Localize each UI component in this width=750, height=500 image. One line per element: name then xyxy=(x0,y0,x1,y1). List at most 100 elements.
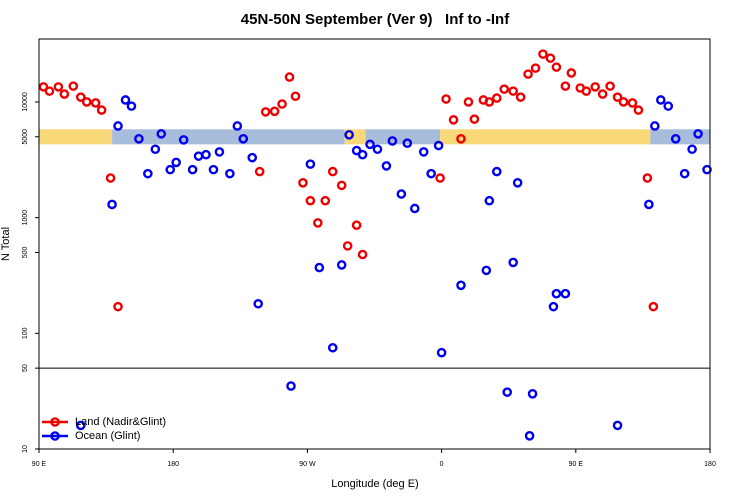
point xyxy=(499,84,510,94)
y-tick-label: 5000 xyxy=(22,129,29,145)
point xyxy=(336,180,347,191)
point xyxy=(560,81,571,91)
point xyxy=(156,129,167,139)
point xyxy=(679,168,690,179)
point xyxy=(90,98,101,108)
point xyxy=(96,105,107,115)
point xyxy=(545,53,556,63)
point xyxy=(38,82,49,92)
point xyxy=(381,161,392,171)
point xyxy=(120,95,131,105)
point xyxy=(208,164,219,175)
point xyxy=(551,288,562,299)
point xyxy=(502,387,513,397)
point xyxy=(68,81,79,91)
point xyxy=(508,257,518,268)
point xyxy=(314,262,325,273)
point xyxy=(648,301,659,312)
point xyxy=(105,173,116,183)
point xyxy=(566,68,577,78)
point xyxy=(113,121,123,131)
y-tick-label: 10 xyxy=(22,445,29,453)
point xyxy=(597,89,608,99)
point xyxy=(298,178,308,188)
x-tick-label: 180 xyxy=(704,461,716,468)
point xyxy=(126,101,137,111)
point xyxy=(171,157,181,168)
point xyxy=(201,149,211,160)
point xyxy=(469,114,480,124)
point xyxy=(560,288,571,299)
point xyxy=(409,203,420,214)
plot-frame xyxy=(38,38,711,450)
point xyxy=(150,144,161,155)
point xyxy=(277,99,287,109)
point xyxy=(305,195,316,206)
x-tick-label: 90 E xyxy=(32,461,47,468)
point xyxy=(107,199,117,210)
legend-label: Ocean (Glint) xyxy=(75,430,140,442)
point xyxy=(551,62,562,72)
point xyxy=(134,134,144,144)
point xyxy=(512,178,523,188)
point xyxy=(515,92,526,102)
point xyxy=(538,49,548,59)
chart-title: 45N-50N September (Ver 9) Inf to -Inf xyxy=(241,11,510,28)
x-axis-label: Longitude (deg E) xyxy=(331,478,418,490)
point xyxy=(75,420,86,431)
point xyxy=(286,381,296,391)
point xyxy=(143,168,153,179)
point xyxy=(320,195,331,206)
y-tick-label: 50 xyxy=(22,364,29,372)
y-tick-label: 1000 xyxy=(22,210,29,226)
point xyxy=(650,121,660,131)
point xyxy=(590,82,600,92)
x-tick-label: 90 E xyxy=(569,461,584,468)
y-tick-label: 10000 xyxy=(22,92,29,112)
point xyxy=(508,86,518,96)
point xyxy=(284,72,295,82)
point xyxy=(491,93,502,103)
point xyxy=(612,420,623,431)
point xyxy=(253,298,263,309)
point xyxy=(336,260,347,270)
surface-band xyxy=(39,129,113,145)
y-tick-label: 500 xyxy=(22,247,29,259)
point xyxy=(484,97,495,107)
surface-band xyxy=(365,129,441,145)
point xyxy=(655,95,666,105)
y-tick-label: 100 xyxy=(22,327,29,339)
point xyxy=(456,280,466,291)
point xyxy=(481,265,492,276)
point xyxy=(327,342,338,353)
point xyxy=(642,173,653,183)
point xyxy=(178,135,189,145)
point xyxy=(702,164,712,175)
point xyxy=(433,140,444,151)
surface-band xyxy=(112,129,345,145)
x-tick-label: 180 xyxy=(167,461,179,468)
point xyxy=(435,173,445,183)
point xyxy=(418,147,429,157)
point xyxy=(530,63,541,73)
x-tick-label: 90 W xyxy=(299,461,316,468)
point xyxy=(693,129,703,139)
point xyxy=(247,152,258,163)
y-axis-label: N Total xyxy=(0,227,12,261)
point xyxy=(254,166,265,177)
point xyxy=(59,89,70,99)
point xyxy=(214,147,225,157)
surface-band xyxy=(440,129,651,145)
point xyxy=(193,151,204,161)
point xyxy=(344,129,354,140)
point xyxy=(396,189,407,199)
point xyxy=(463,97,474,107)
point xyxy=(448,115,459,125)
point xyxy=(81,97,92,107)
point xyxy=(365,139,375,150)
point xyxy=(633,105,644,115)
point xyxy=(605,81,615,91)
point xyxy=(387,136,398,146)
point xyxy=(232,121,243,131)
